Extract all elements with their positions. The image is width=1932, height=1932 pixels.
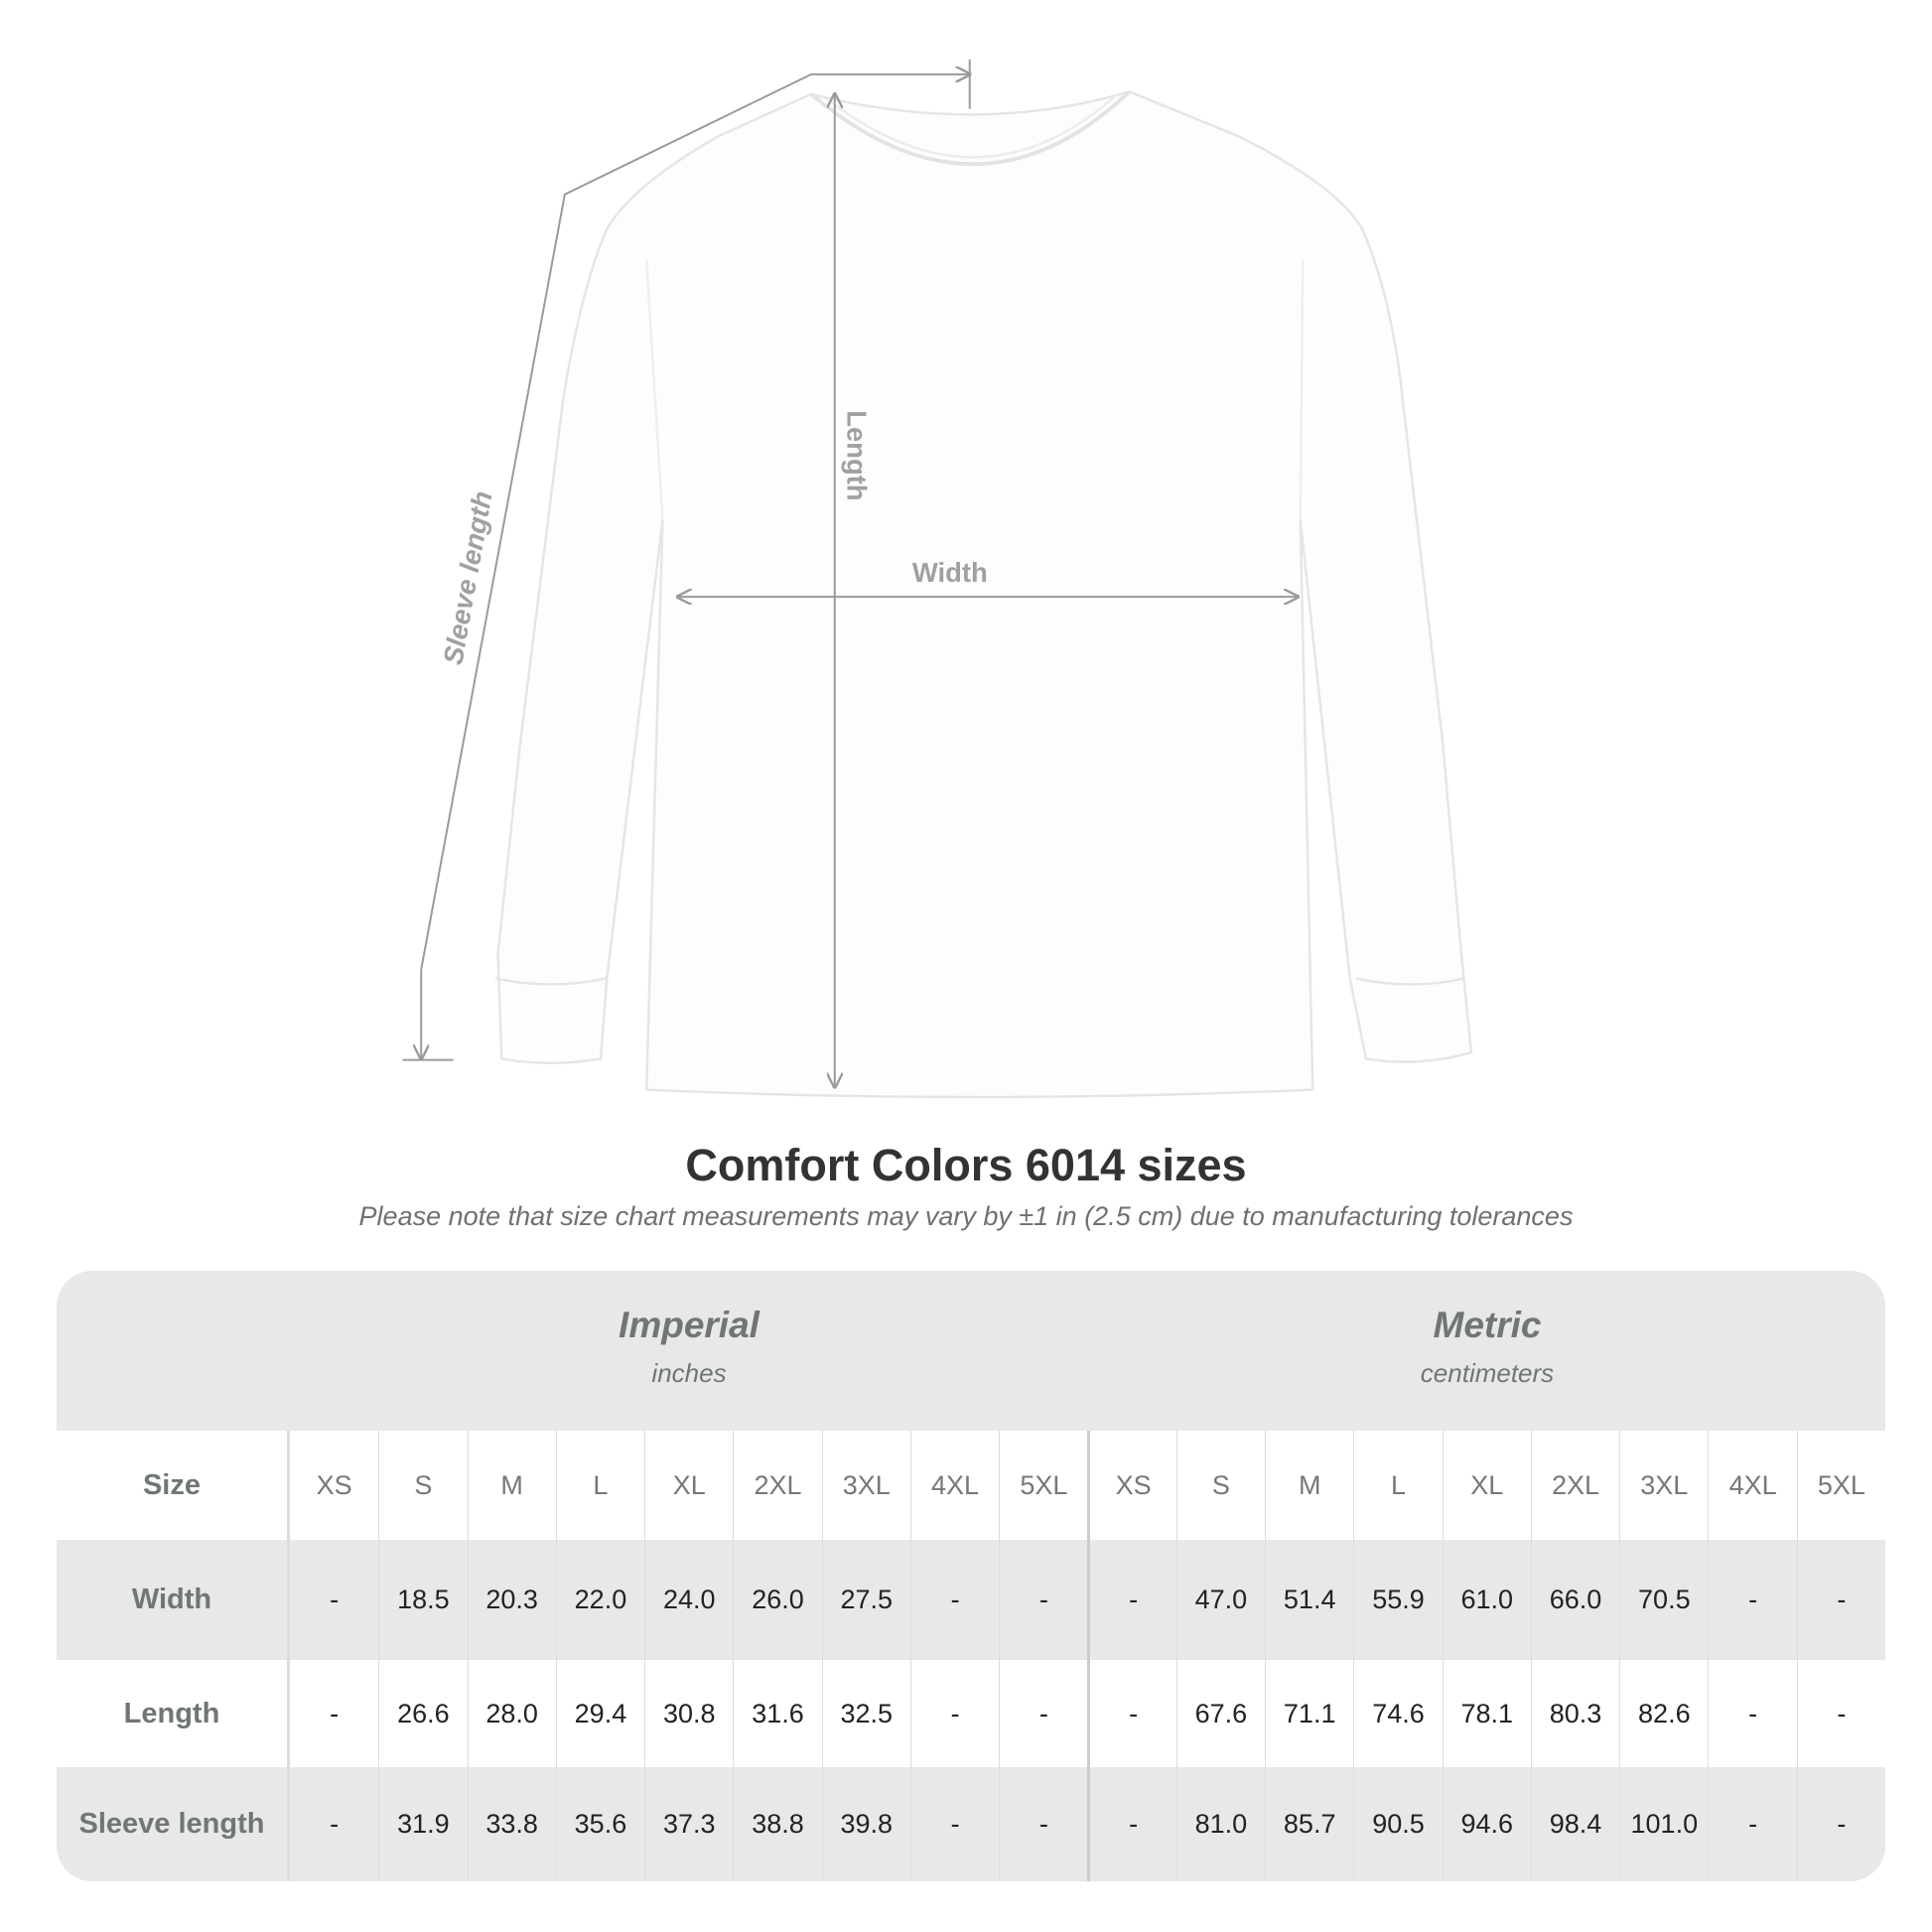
value-cell: - (1087, 1540, 1175, 1660)
page-title: Comfort Colors 6014 sizes (685, 1140, 1247, 1190)
value-cell: - (999, 1660, 1087, 1767)
size-header-cell: XS (316, 1469, 352, 1500)
sleeve-length-label: Sleeve length (437, 488, 497, 666)
value-cell: - (1087, 1767, 1175, 1881)
shirt-illustration (494, 89, 1473, 1099)
value-cell: 82.6 (1619, 1660, 1708, 1767)
value-cell: - (1708, 1767, 1796, 1881)
value-cell: - (1087, 1660, 1175, 1767)
shirt-diagram: Length Width Sleeve length (402, 59, 1473, 1099)
metric-header: Metric centimeters (1088, 1271, 1885, 1431)
value-cell: 66.0 (1530, 1540, 1619, 1660)
value-cell: - (1796, 1540, 1885, 1660)
table-row: Length -26.6 28.0 29.4 30.8 31.6 32.5- - -67.6 71… (57, 1660, 1885, 1767)
value-cell: 47.0 (1175, 1540, 1265, 1660)
size-header-cell: S (1175, 1431, 1265, 1540)
size-header-cell: XL (1442, 1431, 1531, 1540)
value-cell: 31.9 (378, 1767, 467, 1881)
value-cell: 27.5 (821, 1540, 910, 1660)
value-cell: 55.9 (1353, 1540, 1442, 1660)
size-header-cell: XS (1087, 1431, 1175, 1540)
measurement-lines (402, 59, 1299, 1087)
value-cell: 38.8 (733, 1767, 821, 1881)
size-header-cell: 4XL (909, 1431, 999, 1540)
value-cell: 35.6 (555, 1767, 644, 1881)
row-label: Width (57, 1540, 290, 1660)
tolerance-note: Please note that size chart measurements… (358, 1201, 1574, 1231)
value-cell: - (1708, 1660, 1796, 1767)
value-cell: 71.1 (1265, 1660, 1353, 1767)
value-cell: - (1796, 1660, 1885, 1767)
value-cell: 61.0 (1442, 1540, 1531, 1660)
imperial-unit: inches (651, 1358, 727, 1388)
value-cell: 24.0 (644, 1540, 733, 1660)
value-cell: 31.6 (733, 1660, 821, 1767)
value-cell: 51.4 (1265, 1540, 1353, 1660)
table-row: Sleeve length -31.9 33.8 35.6 37.3 38.8 39.8- -… (57, 1767, 1885, 1881)
length-label: Length (841, 410, 872, 500)
value-cell: - (330, 1698, 340, 1728)
sleeve-length-line (420, 74, 970, 970)
value-cell: 28.0 (467, 1660, 556, 1767)
row-label: Length (57, 1660, 290, 1767)
value-cell: 101.0 (1619, 1767, 1708, 1881)
value-cell: - (999, 1540, 1087, 1660)
metric-unit: centimeters (1420, 1358, 1555, 1388)
value-cell: 70.5 (1619, 1540, 1708, 1660)
value-cell: - (999, 1767, 1087, 1881)
row-label: Sleeve length (57, 1767, 290, 1881)
size-header-cell: 3XL (821, 1431, 910, 1540)
value-cell: 29.4 (555, 1660, 644, 1767)
size-header-cell: 4XL (1708, 1431, 1796, 1540)
value-cell: - (330, 1585, 340, 1614)
size-header-cell: M (1265, 1431, 1353, 1540)
size-header-cell: 2XL (733, 1431, 821, 1540)
value-cell: 78.1 (1442, 1660, 1531, 1767)
size-header-cell: 5XL (1796, 1431, 1885, 1540)
value-cell: 85.7 (1265, 1767, 1353, 1881)
metric-label: Metric (1433, 1305, 1542, 1345)
value-cell: 90.5 (1353, 1767, 1442, 1881)
value-cell: 94.6 (1442, 1767, 1531, 1881)
size-header-cell: L (1353, 1431, 1442, 1540)
value-cell: 26.6 (378, 1660, 467, 1767)
value-cell: 39.8 (821, 1767, 910, 1881)
value-cell: - (909, 1660, 999, 1767)
value-cell: 32.5 (821, 1660, 910, 1767)
value-cell: - (1796, 1767, 1885, 1881)
value-cell: - (909, 1540, 999, 1660)
value-cell: 33.8 (467, 1767, 556, 1881)
value-cell: 30.8 (644, 1660, 733, 1767)
size-header-row: Size XS S M L XL 2XL 3XL 4XL 5XL XS S M L XL 2XL 3XL 4XL 5… (57, 1431, 1885, 1540)
imperial-header: Imperial inches (290, 1271, 1088, 1431)
value-cell: 67.6 (1175, 1660, 1265, 1767)
size-header-cell: XL (644, 1431, 733, 1540)
size-header-cell: 2XL (1530, 1431, 1619, 1540)
value-cell: 37.3 (644, 1767, 733, 1881)
value-cell: 22.0 (555, 1540, 644, 1660)
value-cell: 18.5 (378, 1540, 467, 1660)
size-header-cell: L (555, 1431, 644, 1540)
value-cell: 81.0 (1175, 1767, 1265, 1881)
value-cell: - (909, 1767, 999, 1881)
value-cell: - (330, 1809, 340, 1839)
size-header-label: Size (57, 1431, 290, 1540)
value-cell: - (1708, 1540, 1796, 1660)
size-header-cell: S (378, 1431, 467, 1540)
size-header-cell: 3XL (1619, 1431, 1708, 1540)
size-header-cell: 5XL (999, 1431, 1087, 1540)
size-header-cell: M (467, 1431, 556, 1540)
imperial-label: Imperial (619, 1305, 759, 1345)
size-table: Imperial inches Metric centimeters Size X… (57, 1271, 1885, 1881)
value-cell: 74.6 (1353, 1660, 1442, 1767)
value-cell: 26.0 (733, 1540, 821, 1660)
width-label: Width (912, 557, 988, 588)
value-cell: 80.3 (1530, 1660, 1619, 1767)
table-row: Width -18.5 20.3 22.0 24.0 26.0 27.5- - -47.0 51.… (57, 1540, 1885, 1660)
value-cell: 20.3 (467, 1540, 556, 1660)
value-cell: 98.4 (1530, 1767, 1619, 1881)
